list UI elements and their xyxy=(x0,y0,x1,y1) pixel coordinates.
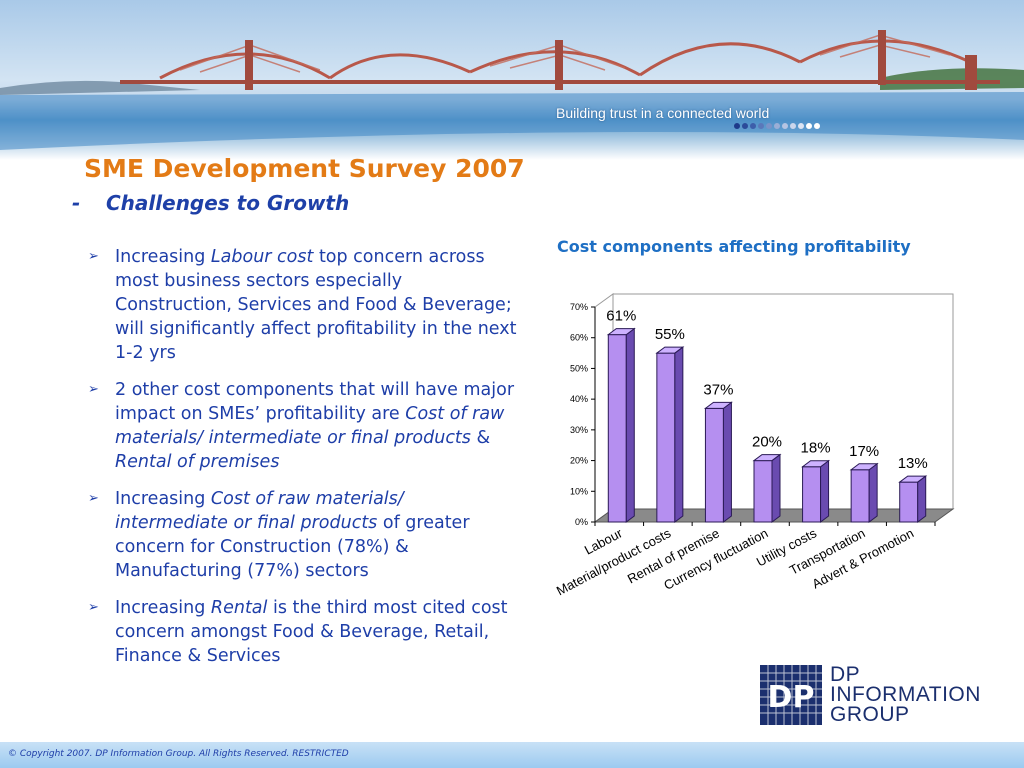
bullet-emphasis: Cost of raw materials/ intermediate or f… xyxy=(115,489,404,533)
bar-top xyxy=(703,401,733,409)
bar-chart: 0%10%20%30%40%50%60%70%61%Labour55%Mater… xyxy=(554,293,955,598)
bullet-item: ➢ 2 other cost components that will have … xyxy=(88,378,518,474)
bullet-text: 2 other cost components that will have m… xyxy=(115,380,515,424)
bullet-list: ➢ Increasing Labour cost top concern acro… xyxy=(88,245,518,681)
data-label: 61% xyxy=(606,308,636,325)
bar-side xyxy=(771,453,781,523)
bridge-banner-image xyxy=(0,0,1024,160)
bar xyxy=(802,466,822,523)
data-label: 37% xyxy=(703,381,733,398)
page-subtitle: - Challenges to Growth xyxy=(72,191,349,215)
banner-dots-decoration xyxy=(734,123,820,129)
banner-tagline: Building trust in a connected world xyxy=(556,105,770,121)
logo-line-2: INFORMATION xyxy=(830,683,981,706)
bullet-item: ➢ Increasing Rental is the third most cit… xyxy=(88,596,518,668)
bullet-emphasis: Rental of premises xyxy=(115,452,280,472)
bullet-item: ➢ Increasing Cost of raw materials/ inter… xyxy=(88,487,518,583)
bar xyxy=(656,352,676,523)
bar xyxy=(607,334,627,523)
data-label: 13% xyxy=(898,455,928,472)
y-tick-label: 70% xyxy=(570,302,588,312)
page-title: SME Development Survey 2007 xyxy=(84,154,525,183)
y-tick-label: 20% xyxy=(570,456,588,466)
bullet-emphasis: Labour cost xyxy=(210,247,314,267)
chart-title: Cost components affecting profitability xyxy=(557,237,911,256)
y-tick-label: 40% xyxy=(570,394,588,404)
subtitle-dash: - xyxy=(72,191,81,215)
bar-top xyxy=(655,346,685,354)
logo-line-3: GROUP xyxy=(830,703,910,726)
data-label: 18% xyxy=(801,440,831,457)
subtitle-text: Challenges to Growth xyxy=(106,191,350,215)
y-tick-label: 30% xyxy=(570,425,588,435)
bar-side xyxy=(917,475,927,523)
bar-top xyxy=(801,460,831,468)
bar xyxy=(704,407,724,523)
logo-wordmark: DP INFORMATION GROUP xyxy=(830,663,981,726)
bar xyxy=(753,460,773,523)
bullet-arrow-icon: ➢ xyxy=(88,491,99,506)
y-tick-label: 50% xyxy=(570,363,588,373)
bar-side xyxy=(625,327,635,523)
footer-bar: © Copyright 2007. DP Information Group. … xyxy=(0,742,1024,768)
bar xyxy=(850,469,870,523)
bullet-text: Increasing xyxy=(115,489,211,509)
logo-line-1: DP xyxy=(830,663,861,686)
bar-top xyxy=(849,463,879,471)
bar-side xyxy=(722,401,732,523)
y-tick-label: 60% xyxy=(570,333,588,343)
y-tick-label: 0% xyxy=(575,517,588,527)
bar-side xyxy=(674,346,684,523)
bullet-text: Increasing xyxy=(115,598,211,618)
bar xyxy=(899,481,919,523)
bullet-text: top concern across most business sectors… xyxy=(115,247,517,363)
bullet-text: Increasing xyxy=(115,247,211,267)
bar-side xyxy=(820,459,830,523)
bullet-text: of greater concern for Construction (78%… xyxy=(115,513,470,581)
bullet-arrow-icon: ➢ xyxy=(88,600,99,615)
bar-side xyxy=(868,462,878,523)
y-tick-label: 10% xyxy=(570,486,588,496)
bar-top xyxy=(752,454,782,462)
bar-top xyxy=(898,475,928,483)
data-label: 20% xyxy=(752,434,782,451)
data-label: 17% xyxy=(849,443,879,460)
bullet-arrow-icon: ➢ xyxy=(88,382,99,397)
footer-copyright: © Copyright 2007. DP Information Group. … xyxy=(8,749,349,759)
bullet-arrow-icon: ➢ xyxy=(88,249,99,264)
bullet-emphasis: Cost of raw materials/ intermediate or f… xyxy=(115,404,505,448)
bullet-text: is the third most cited cost concern amo… xyxy=(115,598,508,666)
data-label: 55% xyxy=(655,326,685,343)
bullet-item: ➢ Increasing Labour cost top concern acro… xyxy=(88,245,518,365)
bullet-emphasis: Rental xyxy=(210,598,268,618)
bullet-text: & xyxy=(470,428,491,448)
svg-text:DP: DP xyxy=(768,680,815,715)
bar-top xyxy=(606,328,636,336)
dp-logo-mark: DP xyxy=(760,665,822,725)
